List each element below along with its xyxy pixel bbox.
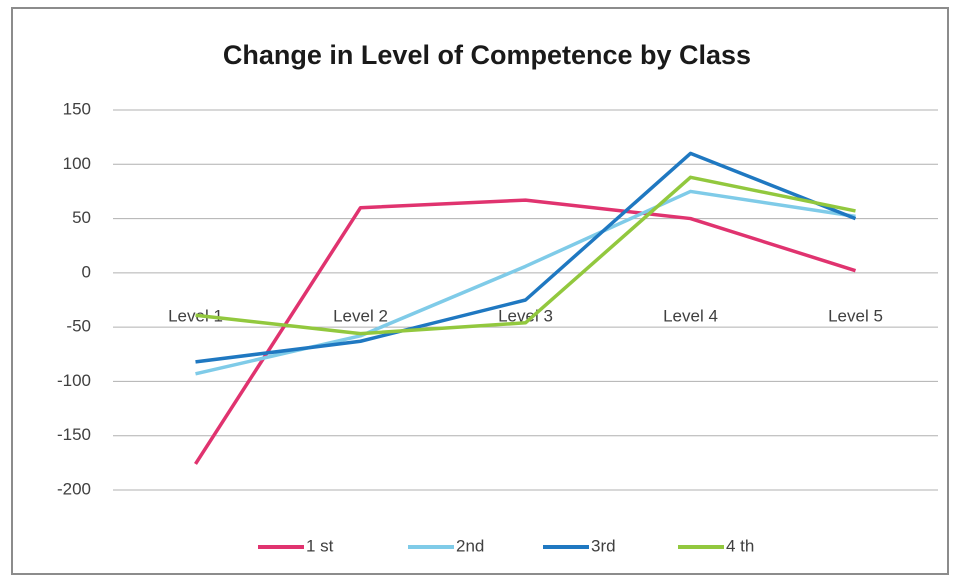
- legend-label: 1 st: [306, 536, 334, 555]
- series-line: [194, 198, 857, 465]
- y-tick-label: -150: [57, 425, 91, 444]
- series-line: [195, 151, 857, 364]
- series-line: [195, 175, 856, 336]
- legend-label: 4 th: [726, 536, 754, 555]
- chart-border: [11, 7, 949, 575]
- chart-title: Change in Level of Competence by Class: [223, 40, 751, 70]
- y-tick-label: 50: [72, 208, 91, 227]
- y-tick-label: 100: [63, 154, 91, 173]
- y-tick-label: -100: [57, 371, 91, 390]
- y-tick-label: 150: [63, 99, 91, 118]
- x-tick-label: Level 2: [333, 306, 388, 325]
- x-tick-label: Level 5: [828, 306, 883, 325]
- y-tick-label: -200: [57, 479, 91, 498]
- legend-label: 3rd: [591, 536, 616, 555]
- y-tick-label: 0: [82, 262, 91, 281]
- legend-label: 2nd: [456, 536, 484, 555]
- x-tick-label: Level 4: [663, 306, 718, 325]
- y-tick-label: -50: [66, 317, 91, 336]
